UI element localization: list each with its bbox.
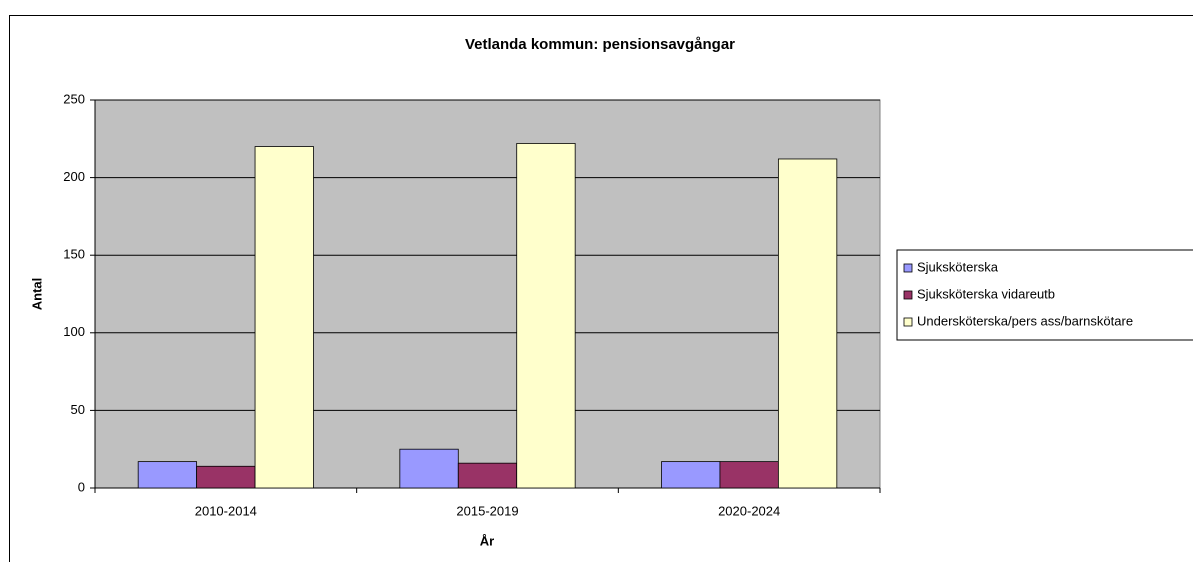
chart-border	[9, 15, 1193, 562]
y-tick-label: 200	[63, 169, 85, 184]
bar	[399, 448, 459, 489]
x-tick-label: 2015-2019	[456, 503, 518, 518]
legend-swatch	[903, 263, 913, 273]
chart-title: Vetlanda kommun: pensionsavgångar	[465, 36, 735, 53]
bar	[516, 143, 576, 489]
x-axis-label: År	[480, 533, 494, 548]
y-tick-label: 100	[63, 324, 85, 339]
bar	[457, 462, 518, 489]
bar	[777, 158, 838, 489]
legend-label: Sjuksköterska vidareutb	[917, 286, 1055, 301]
x-tick-label: 2020-2024	[718, 503, 780, 518]
y-tick-label: 150	[63, 247, 85, 262]
legend-swatch	[903, 317, 913, 327]
bar	[719, 461, 779, 489]
x-tick-label: 2010-2014	[195, 503, 257, 518]
legend-label: Undersköterska/pers ass/barnskötare	[917, 313, 1133, 328]
y-tick-label: 50	[71, 402, 85, 417]
legend-label: Sjuksköterska	[917, 259, 999, 274]
bar	[137, 461, 198, 489]
plot-area	[94, 99, 881, 489]
legend-box	[896, 249, 1193, 341]
bar	[254, 146, 314, 489]
legend-swatch	[903, 290, 913, 300]
bar	[661, 461, 721, 489]
y-axis-label: Antal	[29, 278, 44, 311]
y-tick-label: 0	[78, 479, 85, 494]
y-tick-label: 250	[63, 91, 85, 106]
bar	[196, 465, 256, 489]
